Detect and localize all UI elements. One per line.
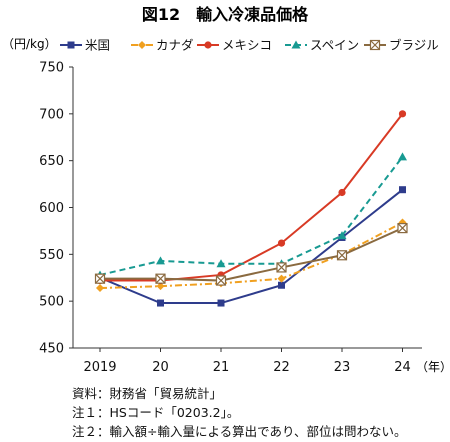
- x-axis-unit-label: （年）: [416, 360, 450, 374]
- y-tick-label: 550: [39, 248, 64, 263]
- legend-item: カナダ: [131, 38, 194, 53]
- footnotes: 資料：財務省「貿易統計」 注１：HSコード「0203.2」。 注２：輸入額÷輸入…: [72, 384, 406, 441]
- data-point: [277, 239, 286, 247]
- note-1: 注１：HSコード「0203.2」。: [72, 405, 240, 420]
- legend-item: メキシコ: [197, 38, 272, 53]
- data-point: [155, 273, 166, 284]
- y-tick-label: 450: [39, 342, 64, 357]
- x-tick-label: 20: [152, 360, 169, 375]
- data-point: [156, 282, 165, 291]
- x-tick-label: 23: [334, 360, 351, 375]
- legend-marker: [369, 39, 381, 51]
- series-line: [100, 227, 403, 282]
- plot-area: [94, 110, 408, 307]
- legend-label: 米国: [85, 38, 110, 53]
- data-point: [96, 284, 104, 293]
- data-point: [217, 299, 225, 307]
- legend-label: ブラジル: [389, 38, 439, 53]
- y-tick-label: 600: [39, 201, 64, 216]
- data-point: [338, 188, 346, 197]
- series-3: [96, 110, 407, 285]
- series-line: [100, 113, 404, 282]
- data-point: [398, 110, 407, 118]
- data-point: [216, 259, 226, 268]
- legend-item: 米国: [60, 38, 110, 53]
- source-note: 資料：財務省「貿易統計」: [72, 386, 223, 401]
- legend-item: スペイン: [285, 38, 359, 53]
- data-point: [278, 281, 285, 289]
- legend-marker: [291, 40, 301, 49]
- data-point: [336, 250, 348, 261]
- data-point: [337, 231, 347, 240]
- data-point: [397, 223, 408, 234]
- series-5: [94, 223, 408, 286]
- series-line: [99, 156, 404, 276]
- note-2: 注２：輸入額÷輸入量による算出であり、部位は問わない。: [72, 424, 407, 439]
- legend-label: カナダ: [156, 38, 194, 53]
- y-tick-label: 500: [39, 295, 64, 310]
- y-tick-label: 650: [39, 154, 64, 169]
- x-tick-label: 22: [273, 360, 290, 375]
- data-point: [94, 273, 106, 284]
- legend-item: ブラジル: [364, 38, 439, 53]
- legend-label: スペイン: [310, 38, 359, 53]
- series-line: [99, 221, 403, 290]
- data-point: [277, 274, 286, 283]
- data-point: [215, 275, 227, 286]
- y-axis-unit-label: （円/kg）: [2, 37, 57, 51]
- data-point: [276, 262, 287, 273]
- data-point: [156, 256, 165, 265]
- data-point: [157, 299, 164, 307]
- legend-marker: [138, 41, 146, 49]
- y-tick-label: 700: [39, 107, 64, 122]
- legend: 米国 カナダ メキシコ スペイン ブラジル: [60, 38, 439, 53]
- legend-marker: [67, 41, 75, 49]
- axes: 450 500 550 600 650 700 750 2019 20 21 22 23 24: [39, 61, 422, 375]
- y-tick-label: 750: [39, 61, 64, 76]
- data-point: [399, 186, 406, 194]
- series-2: [96, 218, 407, 293]
- chart-title: 図12 輸入冷凍品価格: [142, 5, 309, 24]
- x-tick-label: 24: [394, 360, 411, 375]
- legend-marker: [204, 41, 212, 49]
- x-tick-label: 21: [213, 360, 230, 375]
- series-line: [99, 188, 404, 305]
- legend-label: メキシコ: [222, 38, 272, 53]
- data-point: [398, 152, 407, 161]
- x-tick-label: 2019: [83, 360, 116, 375]
